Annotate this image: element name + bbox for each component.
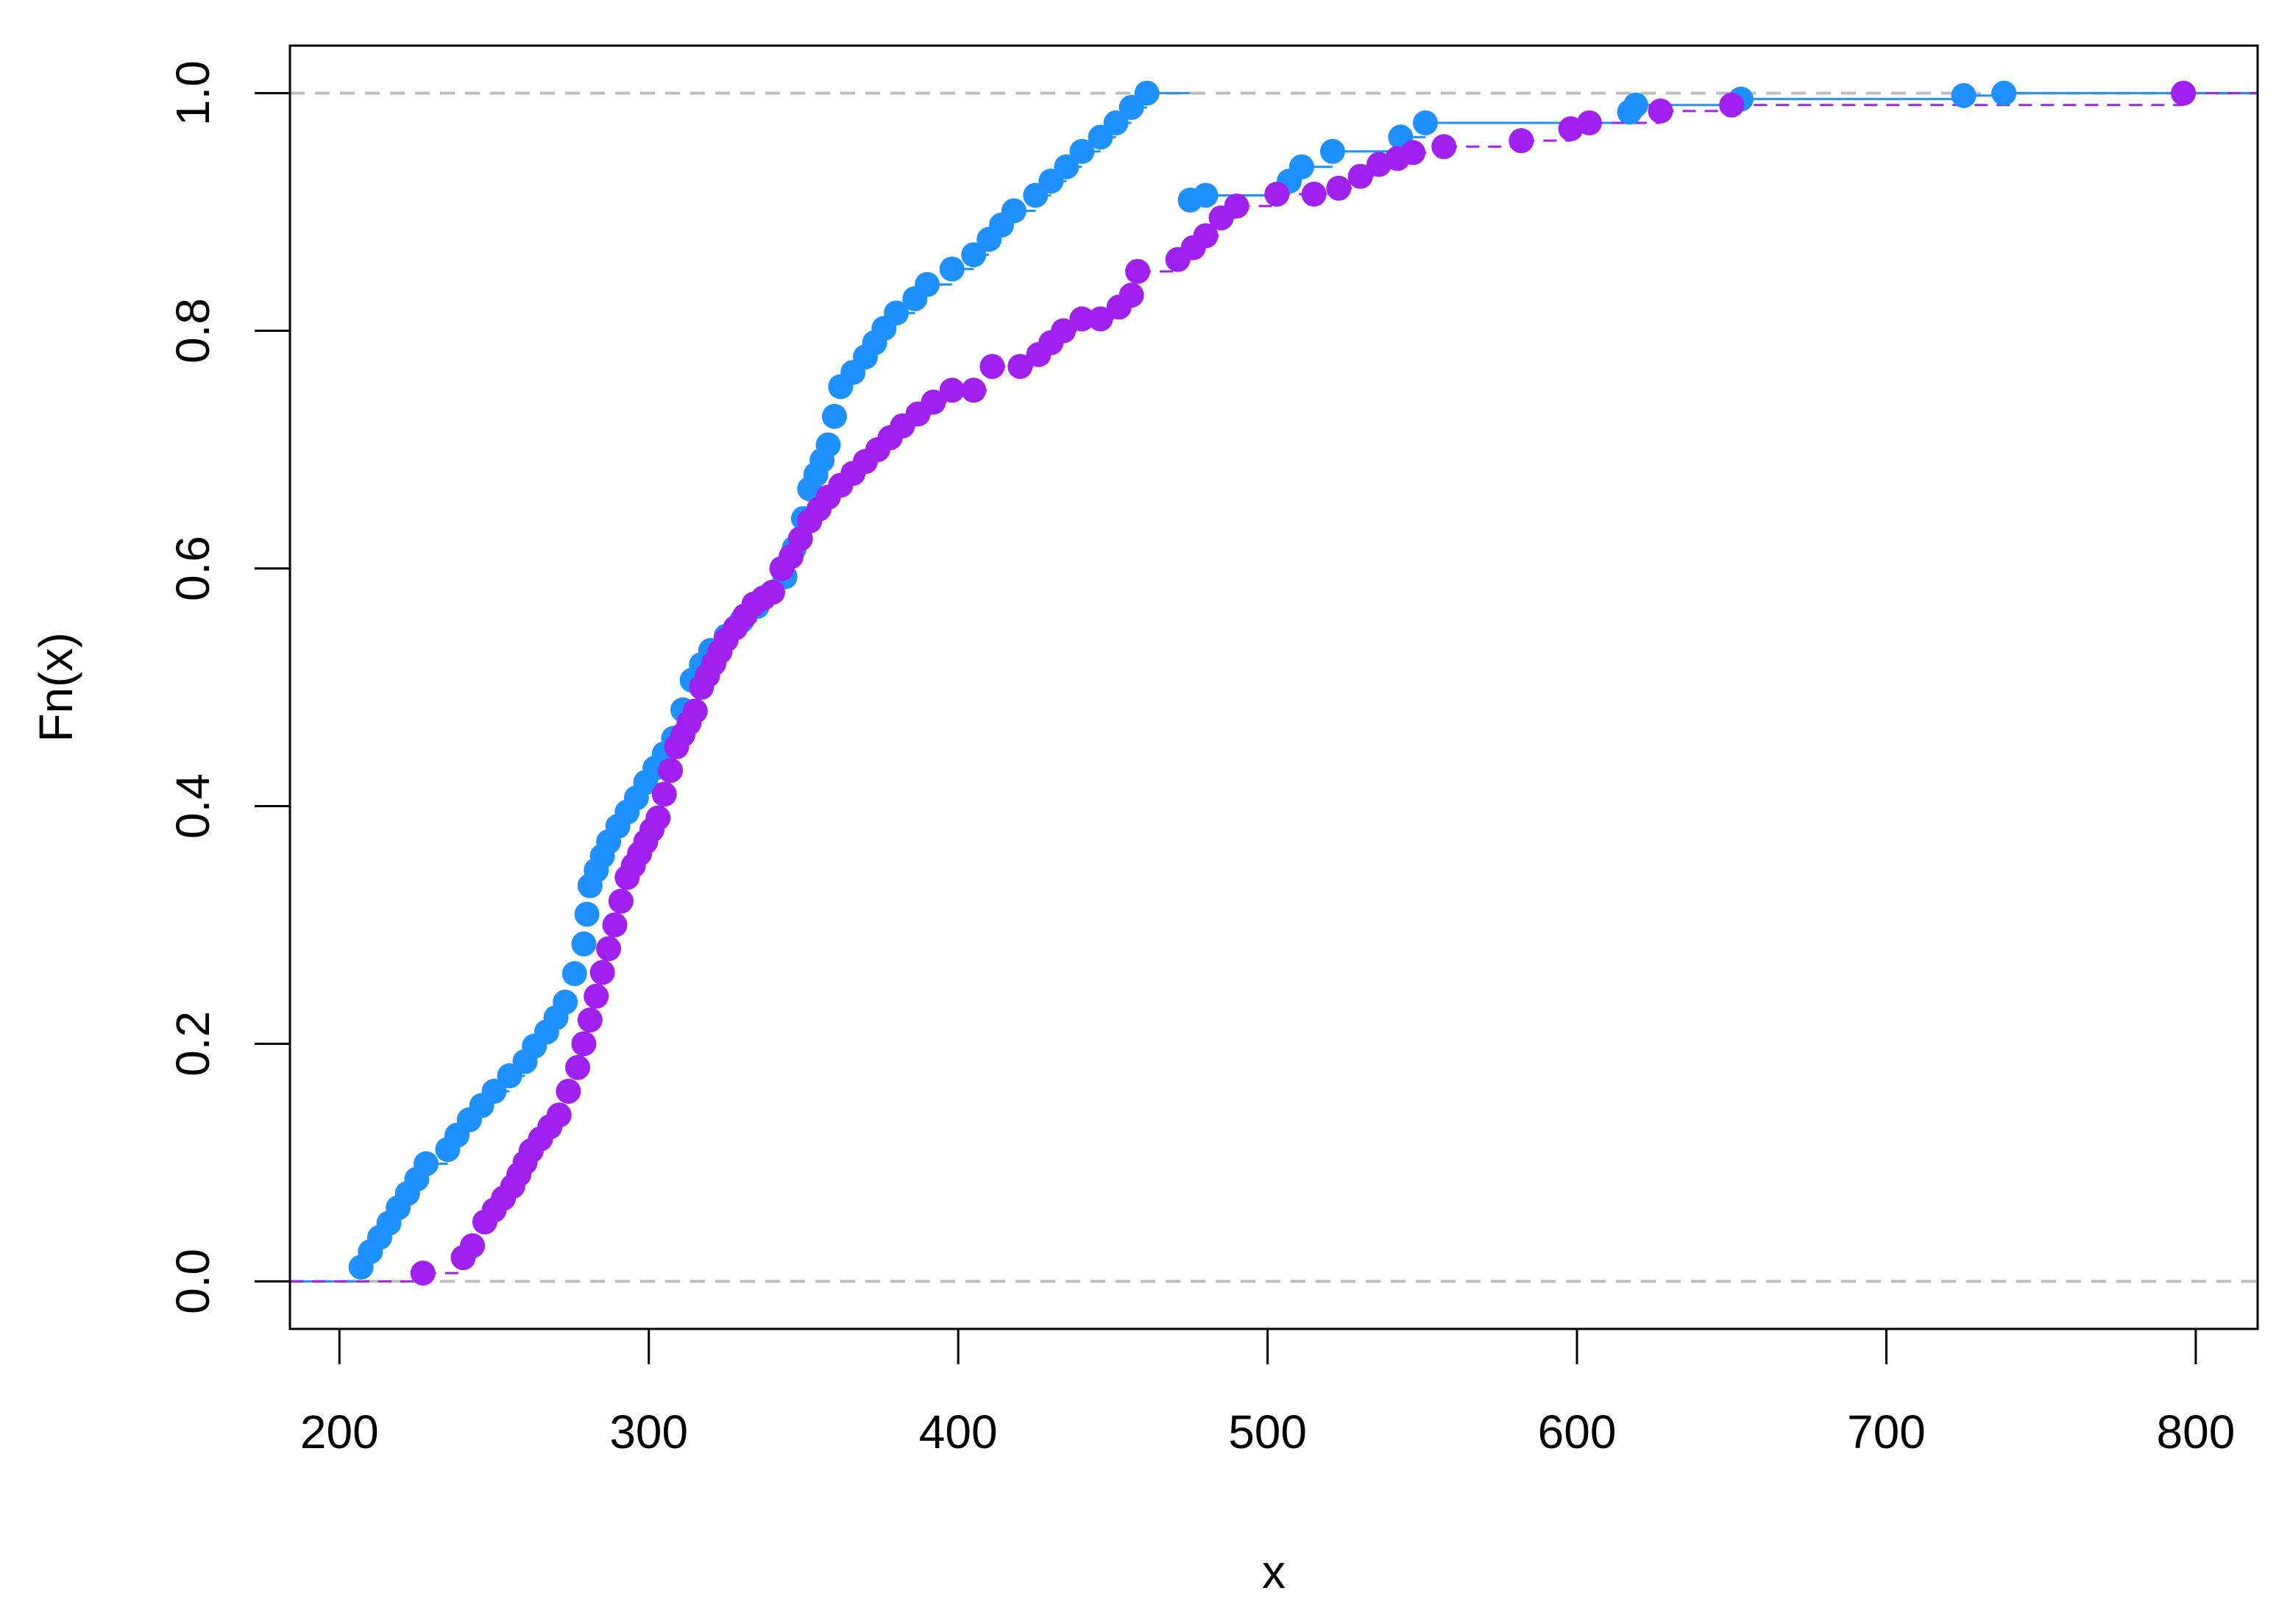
series-1-point: [602, 912, 628, 937]
series-0-point: [1054, 154, 1080, 180]
series-0-point: [1069, 138, 1095, 164]
series-0-point: [571, 931, 597, 957]
series-1-point: [1326, 175, 1352, 201]
series-0-point: [1001, 198, 1027, 224]
series-1-point: [1069, 306, 1095, 332]
series-0-point: [561, 961, 587, 987]
series-1-point: [577, 1007, 603, 1033]
series-0-point: [915, 272, 940, 297]
x-tick-label: 800: [2157, 1405, 2236, 1458]
series-1-point: [1400, 140, 1426, 166]
series-0-point: [821, 403, 847, 429]
y-tick-label: 0.6: [166, 536, 219, 601]
series-0-point: [1193, 182, 1219, 208]
series-0-point: [574, 901, 600, 927]
series-1-point: [1576, 110, 1602, 135]
plot-frame: [288, 44, 2259, 1330]
series-1-point: [565, 1054, 591, 1080]
series-1-point: [1648, 98, 1673, 124]
series-0-point: [939, 256, 965, 282]
series-1-point: [682, 698, 708, 724]
series-1-point: [1193, 223, 1219, 249]
series-0-point: [1134, 80, 1160, 106]
series-1-point: [546, 1102, 572, 1128]
series-1-point: [961, 377, 987, 403]
series-1-point: [1088, 306, 1113, 332]
series-1-point: [759, 579, 785, 605]
x-axis: 200 300 400 500 600 700 800: [300, 1327, 2236, 1458]
y-axis: 0.0 0.2 0.4 0.6 0.8 1.0: [166, 60, 291, 1314]
series-1-point: [1007, 354, 1033, 379]
x-tick-label: 600: [1538, 1405, 1617, 1458]
x-tick-label: 300: [609, 1405, 688, 1458]
series-1-point: [2171, 80, 2197, 106]
series-1-point: [939, 377, 965, 403]
y-tick-label: 0.2: [166, 1011, 219, 1077]
x-axis-title: x: [1262, 1545, 1286, 1598]
reference-lines: [290, 91, 2258, 1283]
series-0-point: [1623, 92, 1648, 118]
series-0-point: [1951, 82, 1977, 108]
series-1-point: [584, 983, 609, 1009]
series-0-point: [815, 432, 841, 458]
series-0-point: [481, 1079, 507, 1104]
series-1-point: [645, 805, 671, 831]
series-0-point: [1413, 110, 1439, 135]
x-tick-label: 500: [1228, 1405, 1307, 1458]
y-tick-label: 1.0: [166, 60, 219, 126]
series-1-point: [651, 781, 677, 807]
series-1-point: [556, 1079, 581, 1104]
y-tick-label: 0.8: [166, 298, 219, 364]
series-points: [348, 80, 2197, 1286]
series-0-point: [1319, 138, 1345, 164]
series-1-point: [921, 389, 946, 415]
series-1-point: [608, 888, 634, 914]
series-1-point: [460, 1233, 486, 1258]
y-tick-label: 0.4: [166, 773, 219, 839]
x-tick-label: 700: [1847, 1405, 1926, 1458]
x-tick-label: 200: [300, 1405, 379, 1458]
series-1-point: [1224, 194, 1249, 219]
series-1-point: [1347, 163, 1373, 189]
series-1-point: [1051, 318, 1077, 344]
series-0-point: [961, 242, 987, 268]
series-1-point: [658, 758, 684, 784]
series-1-point: [589, 960, 615, 985]
series-0-point: [1103, 110, 1129, 135]
series-1-point: [596, 936, 622, 962]
series-1-point: [571, 1031, 597, 1057]
series-1-point: [1119, 283, 1144, 308]
series-0-point: [553, 989, 578, 1015]
series-lines: [290, 92, 2258, 1283]
y-tick-label: 0.0: [166, 1249, 219, 1314]
series-1-point: [1264, 181, 1290, 207]
series-1-point: [1509, 128, 1534, 154]
series-1-point: [1301, 181, 1327, 207]
series-0-point: [884, 300, 910, 326]
x-tick-label: 400: [919, 1405, 998, 1458]
series-1-point: [1719, 92, 1745, 118]
series-0-point: [1991, 80, 2017, 106]
series-1-point: [410, 1260, 436, 1286]
series-1-point: [979, 354, 1005, 379]
y-axis-title: Fn(x): [29, 632, 82, 742]
series-1-point: [1125, 258, 1151, 284]
series-0-point: [413, 1151, 439, 1177]
series-1-point: [1431, 134, 1457, 160]
series-0-point: [1288, 154, 1314, 180]
